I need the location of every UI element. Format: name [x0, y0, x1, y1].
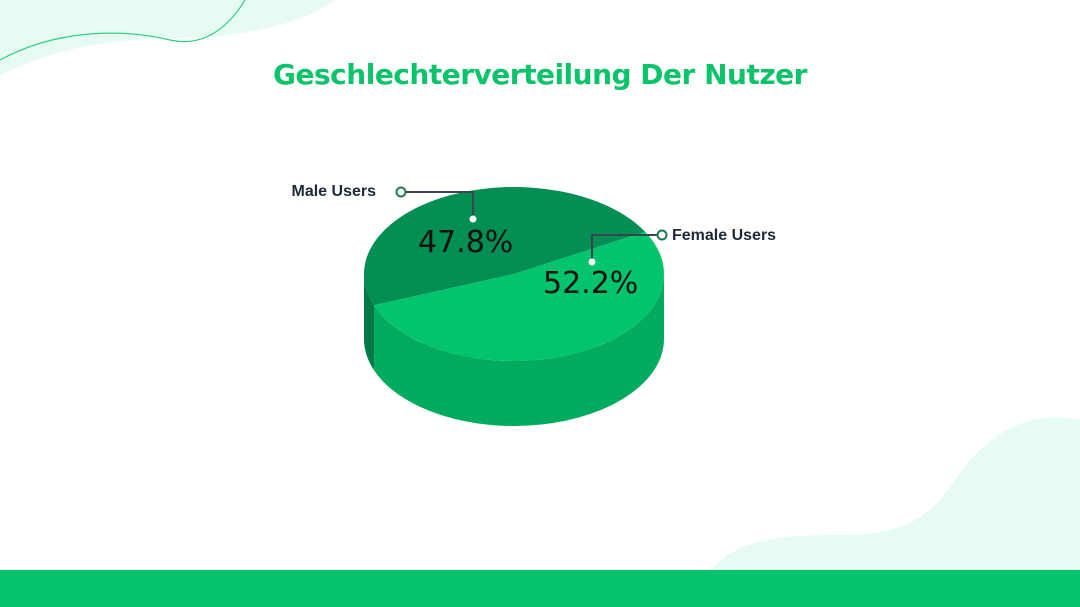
footer-bar — [0, 570, 1080, 607]
page-title: Geschlechterverteilung Der Nutzer — [273, 58, 807, 91]
bottom-right-wave — [712, 417, 1080, 570]
legend-label-female: Female Users — [672, 227, 776, 244]
female-leader-marker — [656, 229, 668, 241]
legend-label-male: Male Users — [292, 183, 377, 200]
male-leader-marker — [395, 186, 407, 198]
data-label-male: 47.8% — [418, 225, 513, 260]
data-label-female: 52.2% — [543, 266, 638, 301]
male-leader-dot — [469, 215, 477, 223]
male-slice — [364, 187, 646, 306]
male-leader-line — [401, 191, 474, 218]
male-slice-side — [364, 274, 375, 371]
female-leader-line — [591, 234, 662, 261]
female-slice-side — [374, 274, 664, 427]
top-left-wave — [0, 0, 335, 75]
top-left-wave-line — [0, 0, 246, 61]
female-leader-dot — [588, 258, 596, 266]
